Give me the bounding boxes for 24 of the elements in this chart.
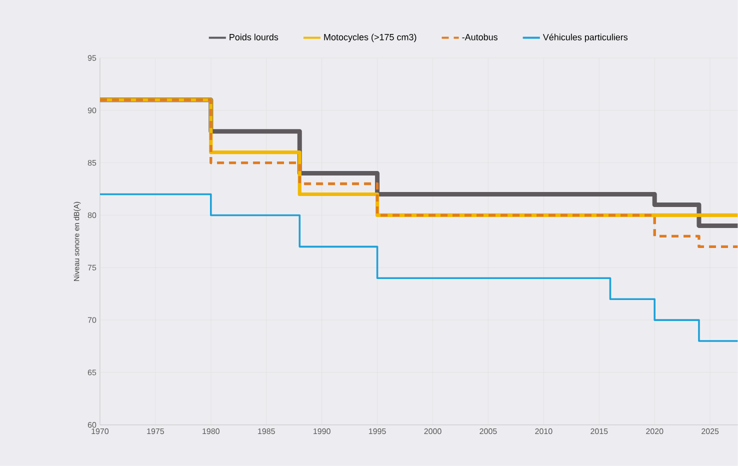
x-tick-label: 1980 [202,428,220,434]
x-tick-label: 2005 [480,428,497,434]
x-tick-label: 1995 [369,428,386,434]
y-tick-label: 80 [88,212,96,218]
y-tick-label: 95 [88,55,96,61]
y-tick-label: 60 [88,422,96,428]
y-tick-label: 70 [88,317,96,323]
x-tick-label: 2010 [535,428,552,434]
y-tick-label: 90 [88,108,96,114]
legend-label: Motocycles (>175 cm3) [324,34,416,42]
legend-label: Véhicules particuliers [542,34,628,42]
x-tick-label: 2015 [590,428,608,434]
x-tick-label: 1990 [314,428,330,434]
x-tick-label: 2000 [424,428,442,434]
x-tick-label: 2020 [646,428,664,434]
y-tick-label: 65 [88,370,96,376]
x-tick-label: 1970 [92,428,109,434]
y-tick-label: 85 [88,160,96,166]
legend-label: Poids lourds [230,34,278,40]
y-tick-label: 75 [88,264,96,270]
x-tick-label: 1985 [258,428,275,434]
x-tick-label: 1975 [147,428,164,434]
legend-label: -Autobus [462,34,498,40]
x-tick-label: 2025 [702,428,719,434]
